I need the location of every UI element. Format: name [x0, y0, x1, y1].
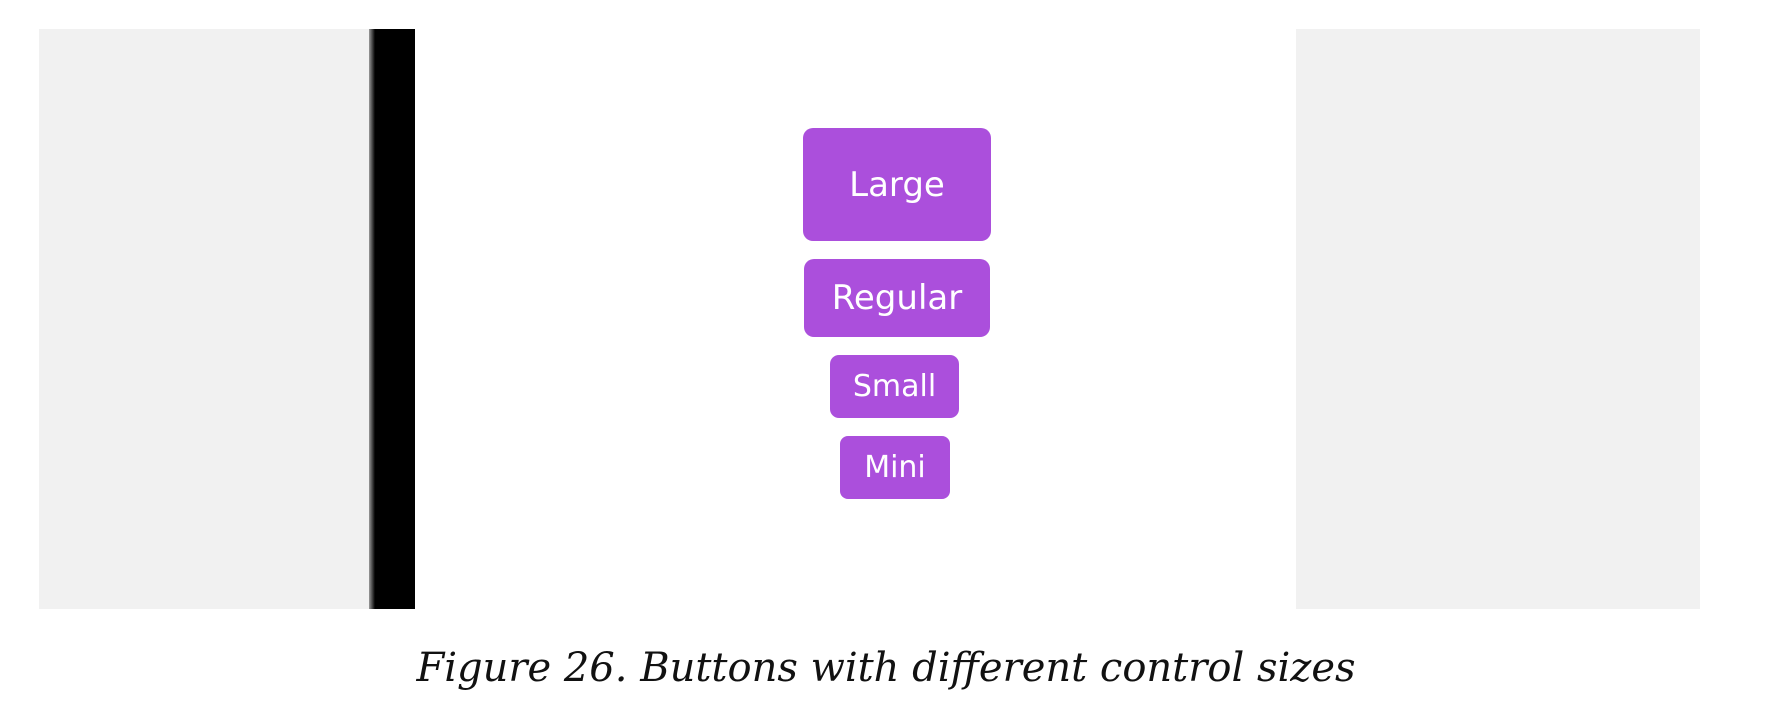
- mini-button[interactable]: Mini: [840, 436, 950, 499]
- figure-caption: Figure 26. Buttons with different contro…: [416, 645, 1356, 691]
- small-button[interactable]: Small: [830, 355, 959, 418]
- regular-button[interactable]: Regular: [804, 259, 990, 337]
- large-button[interactable]: Large: [803, 128, 991, 241]
- device-screen: Large Regular Small Mini: [415, 29, 1296, 609]
- device-bezel-left: [369, 29, 375, 609]
- figure-panel: Large Regular Small Mini: [39, 29, 1700, 609]
